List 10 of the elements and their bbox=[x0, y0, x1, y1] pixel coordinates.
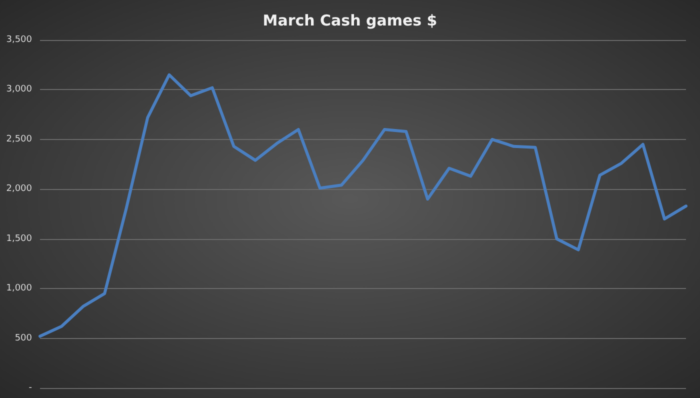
y-tick-label: 3,000 bbox=[6, 84, 32, 95]
y-tick-label: 1,000 bbox=[6, 284, 32, 294]
y-tick-label: 1,500 bbox=[6, 234, 32, 244]
y-tick-label: 2,500 bbox=[6, 134, 32, 144]
chart-title: March Cash games $ bbox=[262, 12, 438, 30]
y-tick-label: 500 bbox=[14, 333, 32, 344]
y-tick-label: 3,500 bbox=[6, 35, 32, 45]
line-series bbox=[38, 73, 688, 338]
y-tick-label: - bbox=[28, 383, 32, 393]
y-tick-label: 2,000 bbox=[6, 184, 32, 194]
